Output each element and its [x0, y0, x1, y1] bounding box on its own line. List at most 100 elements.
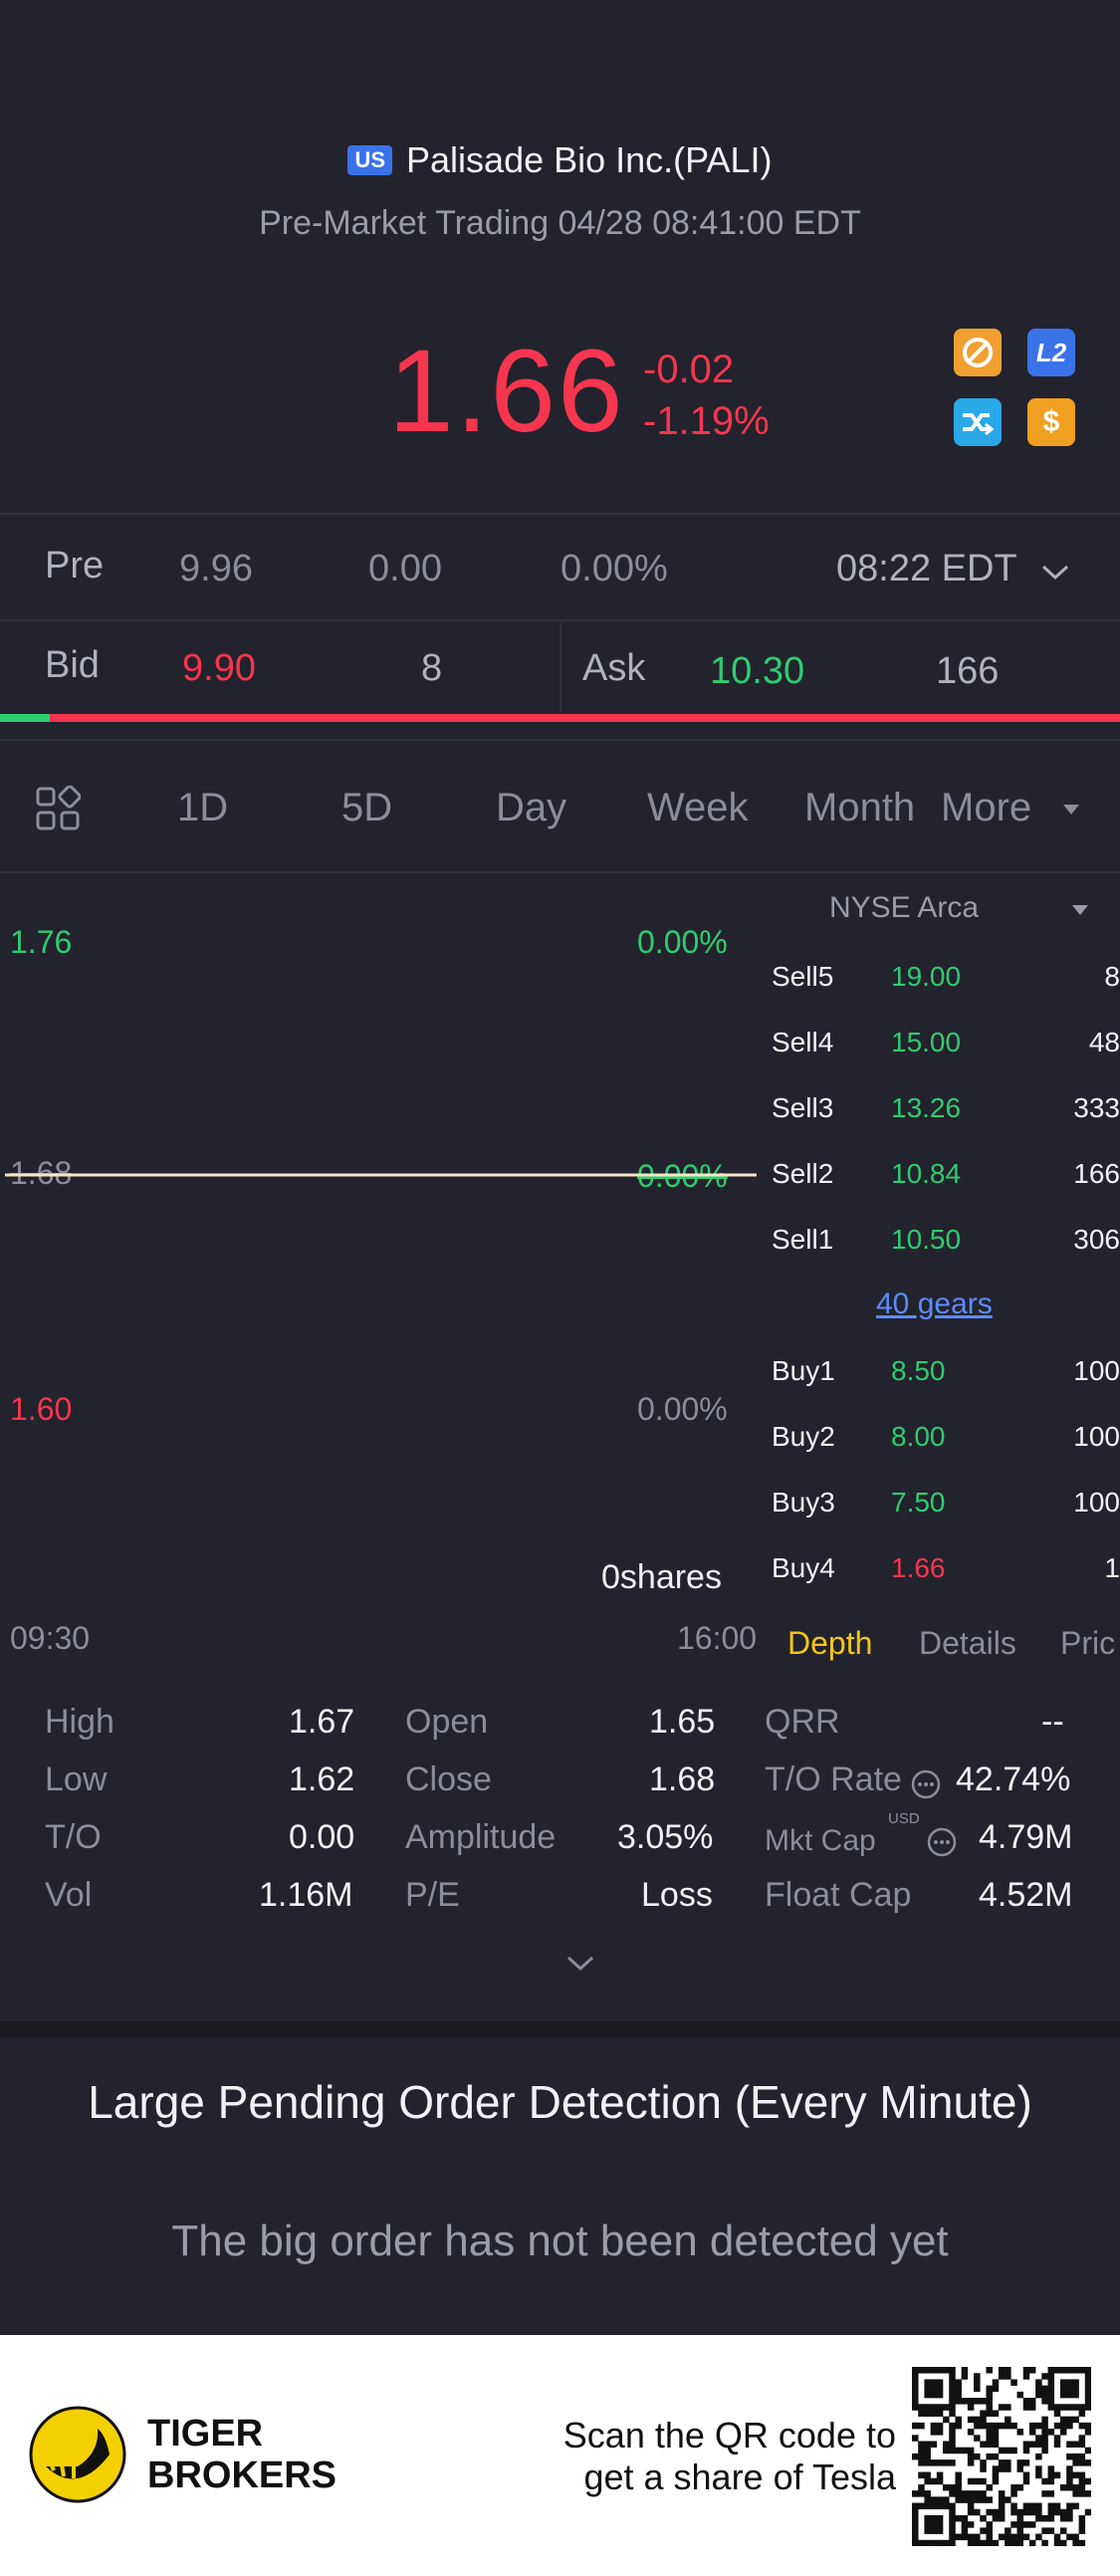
caret-down-icon[interactable] [1061, 803, 1081, 817]
ask-price: 10.30 [710, 650, 805, 692]
level-price: 13.26 [891, 1092, 962, 1123]
tab-week[interactable]: Week [647, 786, 749, 829]
sell-level-4: Sell4 15.00 48 [772, 1027, 1120, 1092]
brand-name-line1: TIGER [147, 2413, 264, 2455]
tab-details[interactable]: Details [919, 1625, 1016, 1661]
tab-5d[interactable]: 5D [341, 786, 393, 829]
divider [0, 619, 1120, 621]
divider [0, 513, 1120, 515]
no-short-icon[interactable] [954, 329, 1002, 376]
level-size: 306 [1073, 1224, 1120, 1255]
tab-month[interactable]: Month [804, 786, 916, 829]
ask-label: Ask [582, 647, 646, 689]
level-label: Buy4 [772, 1552, 835, 1583]
stat-value-turnover-rate: 42.74% [956, 1760, 1071, 1798]
level-label: Sell4 [772, 1027, 834, 1057]
bid-ask-ratio-bar [0, 714, 1120, 722]
stat-label-low: Low [45, 1760, 108, 1798]
level-label: Buy1 [772, 1355, 835, 1386]
stat-value-turnover: 0.00 [289, 1818, 355, 1856]
stock-name[interactable]: Palisade Bio Inc.(PALI) [406, 139, 773, 180]
level-price: 7.50 [891, 1487, 946, 1518]
level2-icon[interactable]: L2 [1027, 329, 1075, 376]
y-axis-mid-label: 1.68 [10, 1155, 73, 1191]
tab-1d[interactable]: 1D [177, 786, 229, 829]
stat-label-turnover: T/O [45, 1818, 102, 1856]
level-size: 100 [1073, 1355, 1120, 1386]
brand-name-line2: BROKERS [147, 2455, 337, 2496]
ask-size: 166 [936, 650, 1000, 692]
level-price: 10.84 [891, 1158, 962, 1189]
last-price: 1.66 [388, 326, 625, 457]
info-icon[interactable] [910, 1768, 942, 1800]
x-axis-end-label: 16:00 [677, 1620, 758, 1656]
tab-more[interactable]: More [941, 786, 1032, 829]
stat-label-high: High [45, 1703, 114, 1741]
stat-value-qrr: -- [1041, 1703, 1064, 1741]
tiger-logo-icon [29, 2406, 126, 2503]
promo-footer: TIGER BROKERS Scan the QR code to get a … [0, 2335, 1120, 2576]
level-price: 8.50 [891, 1355, 946, 1386]
level-price: 8.00 [891, 1421, 946, 1452]
buy-level-4: Buy4 1.66 1 [772, 1552, 1120, 1618]
chevron-down-icon[interactable] [1040, 563, 1070, 583]
info-icon[interactable] [926, 1826, 958, 1858]
large-order-title: Large Pending Order Detection (Every Min… [88, 2076, 1032, 2128]
expand-chevron-icon[interactable] [564, 1954, 596, 1974]
level-size: 100 [1073, 1421, 1120, 1452]
currency-unit: USD [888, 1810, 920, 1827]
caret-down-icon[interactable] [1070, 903, 1090, 917]
stat-value-pe: Loss [641, 1876, 713, 1914]
sell-level-5: Sell5 19.00 8 [772, 961, 1120, 1027]
period-tab-bar: 1D 5D Day Week Month More [0, 739, 1120, 873]
price-line-plot [5, 1173, 757, 1177]
share-arrow-icon[interactable] [954, 398, 1002, 446]
grid-icon[interactable] [35, 786, 81, 831]
qr-code-icon [912, 2367, 1091, 2546]
pre-market-row[interactable]: Pre 9.96 0.00 0.00% 08:22 EDT [0, 523, 1120, 622]
level-size: 8 [1104, 961, 1120, 992]
sell-level-2: Sell2 10.84 166 [772, 1158, 1120, 1224]
gears-link[interactable]: 40 gears [876, 1288, 993, 1320]
bid-ratio-fill [0, 714, 50, 722]
large-order-section: Large Pending Order Detection (Every Min… [0, 2021, 1120, 2335]
stat-label-float-cap: Float Cap [765, 1876, 912, 1914]
stat-label-market-cap: Mkt Cap [765, 1824, 876, 1857]
exchange-selector[interactable]: NYSE Arca [829, 891, 980, 924]
tab-depth[interactable]: Depth [787, 1625, 873, 1661]
session-status: Pre-Market Trading 04/28 08:41:00 EDT [259, 204, 861, 242]
level-size: 100 [1073, 1487, 1120, 1518]
bid-label: Bid [45, 644, 100, 686]
stat-value-float-cap: 4.52M [979, 1876, 1073, 1914]
dollar-icon[interactable]: $ [1027, 398, 1075, 446]
x-axis-start-label: 09:30 [10, 1620, 91, 1656]
stat-label-volume: Vol [45, 1876, 93, 1914]
tab-price[interactable]: Pric [1060, 1625, 1116, 1661]
intraday-chart[interactable]: 1.76 0.00% 1.68 0.00% 1.60 0.00% 0shares… [0, 876, 762, 1663]
promo-text-line2: get a share of Tesla [583, 2457, 896, 2497]
quote-header: US Palisade Bio Inc.(PALI) Pre-Market Tr… [0, 0, 1120, 513]
buy-level-2: Buy2 8.00 100 [772, 1421, 1120, 1487]
order-book: NYSE Arca Sell5 19.00 8 Sell4 15.00 48 S… [762, 876, 1120, 1673]
pre-price: 9.96 [179, 548, 253, 589]
bid-ask-row: Bid 9.90 8 Ask 10.30 166 [0, 622, 1120, 722]
quote-stats: High 1.67 Low 1.62 T/O 0.00 Vol 1.16M Op… [0, 1683, 1120, 1972]
level-label: Sell2 [772, 1158, 834, 1189]
y-axis-top-label: 1.76 [10, 924, 73, 960]
stat-label-qrr: QRR [765, 1703, 840, 1741]
level-size: 1 [1104, 1552, 1120, 1583]
pre-label: Pre [45, 545, 105, 586]
level-label: Sell3 [772, 1092, 834, 1123]
sell-level-1: Sell1 10.50 306 [772, 1224, 1120, 1289]
promo-text-line1: Scan the QR code to [562, 2415, 896, 2456]
stat-value-open: 1.65 [649, 1703, 716, 1741]
stat-value-amplitude: 3.05% [617, 1818, 714, 1856]
buy-level-1: Buy1 8.50 100 [772, 1355, 1120, 1421]
tab-day[interactable]: Day [496, 786, 567, 829]
stock-title-row: US Palisade Bio Inc.(PALI) [0, 139, 1120, 181]
stat-label-close: Close [405, 1760, 492, 1798]
level-label: Buy2 [772, 1421, 835, 1452]
price-change-percent: -1.19% [643, 399, 770, 443]
level-price: 10.50 [891, 1224, 962, 1255]
price-change: -0.02 [643, 348, 735, 391]
